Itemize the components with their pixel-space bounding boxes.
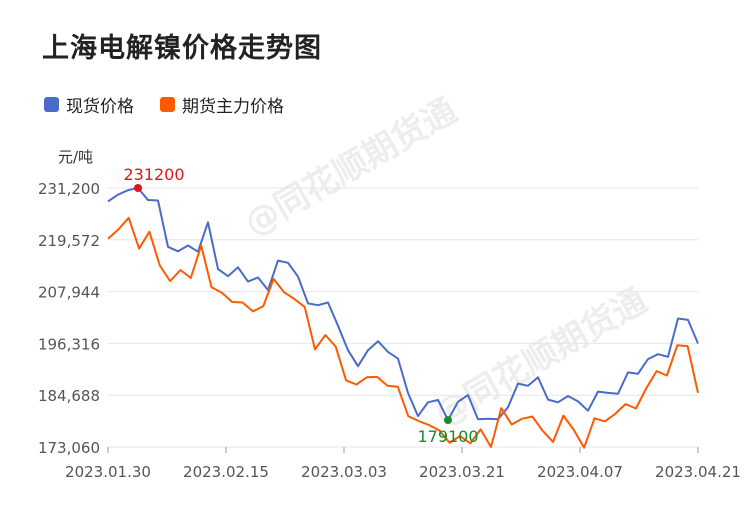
x-tick-label: 2023.04.21 bbox=[655, 463, 741, 481]
y-tick-label: 184,688 bbox=[38, 387, 100, 405]
page-title: 上海电解镍价格走势图 bbox=[42, 33, 322, 64]
y-tick-label: 219,572 bbox=[38, 232, 100, 250]
x-tick-label: 2023.01.30 bbox=[65, 463, 151, 481]
legend-item-futures[interactable]: 期货主力价格 bbox=[160, 92, 284, 117]
x-tick-label: 2023.02.15 bbox=[183, 463, 269, 481]
series-line-spot bbox=[107, 187, 699, 422]
y-tick-label: 196,316 bbox=[38, 335, 100, 353]
x-tick-label: 2023.03.21 bbox=[419, 463, 505, 481]
y-axis-unit-label: 元/吨 bbox=[58, 148, 94, 166]
max-price-marker-label: 231200 bbox=[123, 165, 184, 184]
y-tick-label: 207,944 bbox=[38, 284, 100, 302]
legend-label-futures: 期货主力价格 bbox=[182, 97, 284, 117]
legend-swatch-futures bbox=[160, 97, 175, 112]
legend-swatch-spot bbox=[44, 97, 59, 112]
legend-item-spot[interactable]: 现货价格 bbox=[44, 92, 134, 117]
min-price-marker-dot bbox=[444, 416, 452, 425]
x-tick-label: 2023.03.03 bbox=[301, 463, 387, 481]
min-price-marker-label: 179100 bbox=[417, 427, 478, 446]
series-line-futures bbox=[107, 216, 699, 449]
y-tick-label: 231,200 bbox=[38, 180, 100, 198]
max-price-marker-dot bbox=[134, 184, 142, 192]
y-tick-label: 173,060 bbox=[38, 439, 100, 457]
legend-label-spot: 现货价格 bbox=[66, 97, 134, 117]
chart-legend: 现货价格 期货主力价格 bbox=[44, 92, 310, 117]
x-tick-label: 2023.04.07 bbox=[537, 463, 623, 481]
